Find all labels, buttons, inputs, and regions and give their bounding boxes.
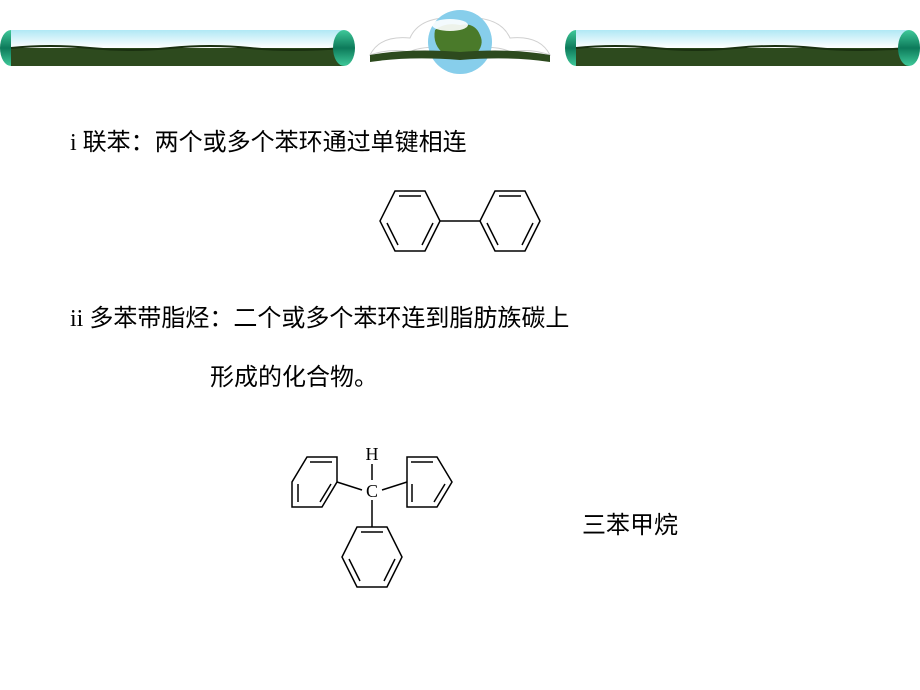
banner-globe: [350, 0, 570, 75]
decorative-banner: [0, 0, 920, 75]
svg-text:H: H: [366, 444, 379, 464]
definition-2-line2: 形成的化合物。: [210, 357, 850, 392]
definition-2-line1: ii 多苯带脂烃：二个或多个苯环连到脂肪族碳上: [70, 301, 850, 337]
svg-text:C: C: [366, 481, 378, 501]
triphenylmethane-block: C H: [70, 412, 850, 632]
definition-1: i 联苯：两个或多个苯环通过单键相连: [70, 125, 850, 161]
banner-strip-left: [0, 30, 355, 66]
triphenylmethane-structure: C H: [242, 412, 502, 632]
slide-content: i 联苯：两个或多个苯环通过单键相连 ii 多苯带脂烃：二个或多个苯环连到脂肪族…: [0, 75, 920, 632]
banner-strip-right: [565, 30, 920, 66]
biphenyl-structure: [70, 181, 850, 261]
triphenylmethane-label: 三苯甲烷: [582, 505, 678, 540]
